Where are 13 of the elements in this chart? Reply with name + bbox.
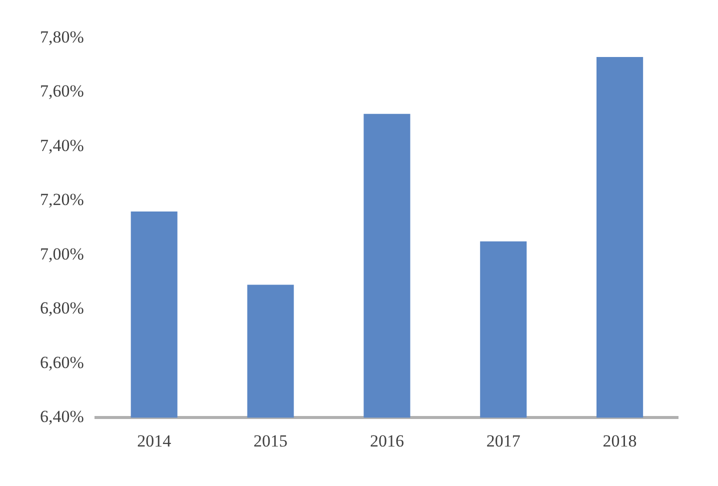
x-tick-label: 2017 bbox=[486, 431, 521, 450]
x-tick-label: 2014 bbox=[137, 431, 172, 450]
x-tick-label: 2015 bbox=[254, 431, 288, 450]
y-tick-label: 6,60% bbox=[40, 352, 84, 372]
y-tick-label: 7,20% bbox=[40, 190, 84, 210]
x-tick-label: 2016 bbox=[370, 431, 404, 450]
y-tick-label: 7,60% bbox=[40, 82, 84, 101]
y-tick-label: 6,80% bbox=[40, 298, 84, 318]
y-tick-label: 7,40% bbox=[40, 136, 84, 155]
y-tick-label: 7,00% bbox=[40, 244, 84, 264]
x-tick-label: 2018 bbox=[602, 431, 637, 450]
y-tick-label: 6,40% bbox=[40, 407, 84, 426]
y-tick-label: 7,80% bbox=[40, 27, 84, 46]
